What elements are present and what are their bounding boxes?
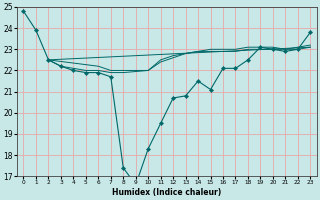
X-axis label: Humidex (Indice chaleur): Humidex (Indice chaleur) (112, 188, 221, 197)
